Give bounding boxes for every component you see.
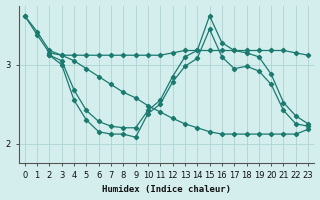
X-axis label: Humidex (Indice chaleur): Humidex (Indice chaleur) <box>102 185 231 194</box>
